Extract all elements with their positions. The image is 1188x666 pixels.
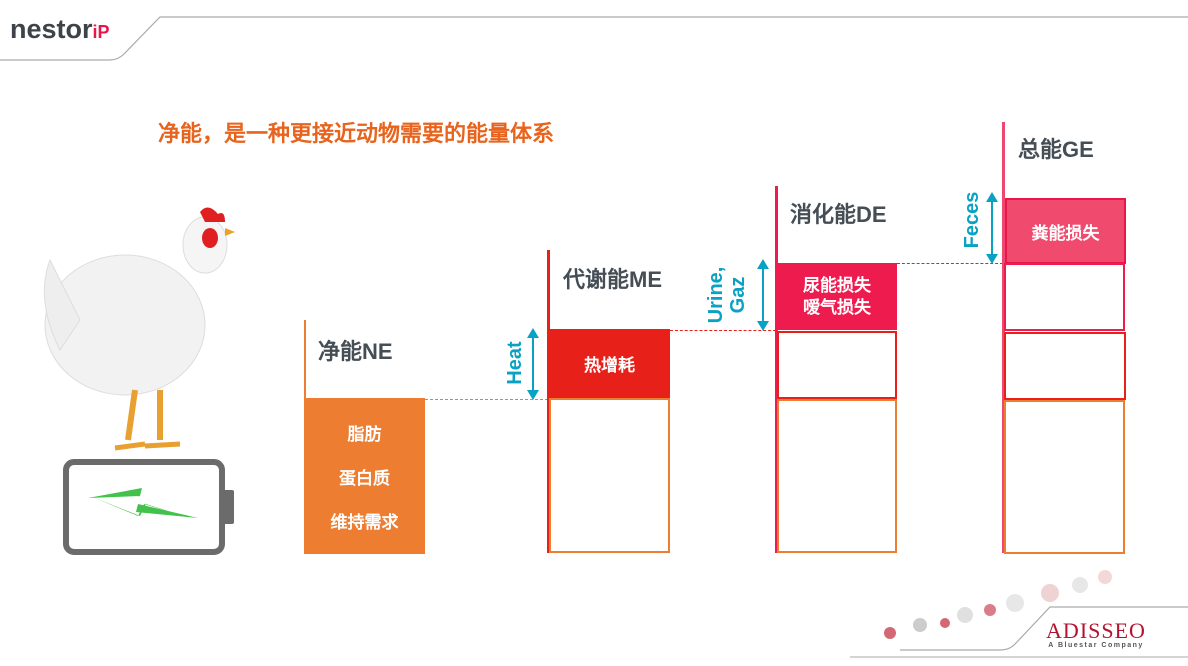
heat-label: Heat <box>504 341 526 385</box>
de-loss-box: 尿能损失 嗳气损失 <box>777 263 897 330</box>
header-frame <box>0 16 1188 61</box>
ne-item: 蛋白质 <box>339 468 390 488</box>
chicken-illustration <box>43 207 235 451</box>
me-loss-text: 热增耗 <box>584 356 635 375</box>
ne-axis-line <box>304 320 306 398</box>
urine-label: Urine, <box>705 266 727 324</box>
ne-box: 脂肪 蛋白质 维持需求 <box>304 398 425 554</box>
adisseo-logo: ADISSEO A Bluestar Company <box>1046 618 1146 650</box>
de-ne-outline <box>777 399 897 553</box>
ge-feces-loss-box: 粪能损失 <box>1005 198 1126 264</box>
footer-decoration <box>850 570 1188 658</box>
ge-de-outline <box>1004 263 1125 331</box>
de-dashed-guide <box>897 263 1003 264</box>
nestor-logo: nestoriP <box>10 14 110 44</box>
feces-label: Feces <box>961 191 983 249</box>
ge-ne-outline <box>1004 400 1125 554</box>
de-loss-line1: 尿能损失 <box>803 275 871 295</box>
ne-dashed-guide <box>425 399 548 400</box>
ge-axis-line <box>1002 122 1005 553</box>
heat-arrow-icon <box>527 328 539 400</box>
ge-label: 总能GE <box>1018 137 1094 162</box>
me-label: 代谢能ME <box>563 267 663 292</box>
gaz-label: Gaz <box>727 276 749 314</box>
urine-gaz-arrow-icon <box>757 259 769 331</box>
de-label: 消化能DE <box>790 202 887 227</box>
slide-title: 净能，是一种更接近动物需要的能量体系 <box>158 121 555 146</box>
ge-me-outline <box>1004 332 1126 400</box>
urine-gaz-label: Urine, Gaz <box>705 255 755 335</box>
ne-label: 净能NE <box>318 339 393 364</box>
battery-charging-icon <box>63 459 234 555</box>
ne-item: 脂肪 <box>347 424 382 444</box>
de-me-outline <box>777 331 897 399</box>
me-ne-outline <box>549 398 670 553</box>
me-dashed-guide <box>670 330 776 331</box>
me-axis-line <box>547 250 550 553</box>
me-heat-loss-box: 热增耗 <box>549 329 670 398</box>
ge-loss-text: 粪能损失 <box>1031 223 1100 243</box>
feces-arrow-icon <box>986 192 998 264</box>
de-axis-line <box>775 186 778 553</box>
de-loss-line2: 嗳气损失 <box>803 297 871 317</box>
ne-item: 维持需求 <box>330 512 399 532</box>
